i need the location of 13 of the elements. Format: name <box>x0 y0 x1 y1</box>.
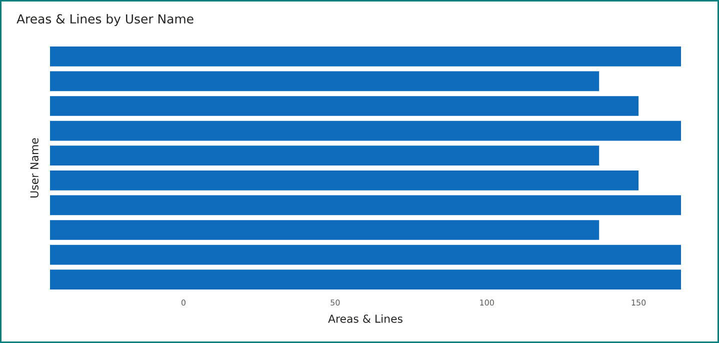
x-axis-title: Areas & Lines <box>328 314 402 323</box>
bar <box>50 195 682 216</box>
bar <box>50 96 639 116</box>
bar <box>50 220 600 240</box>
bar <box>50 170 639 190</box>
chart-title: Areas & Lines by User Name <box>16 14 194 26</box>
bar <box>50 270 682 290</box>
bar <box>50 120 682 141</box>
bar <box>50 46 682 66</box>
bar <box>50 244 682 265</box>
y-axis-title: User Name <box>30 138 38 198</box>
bar <box>50 71 600 92</box>
bar <box>50 146 600 166</box>
